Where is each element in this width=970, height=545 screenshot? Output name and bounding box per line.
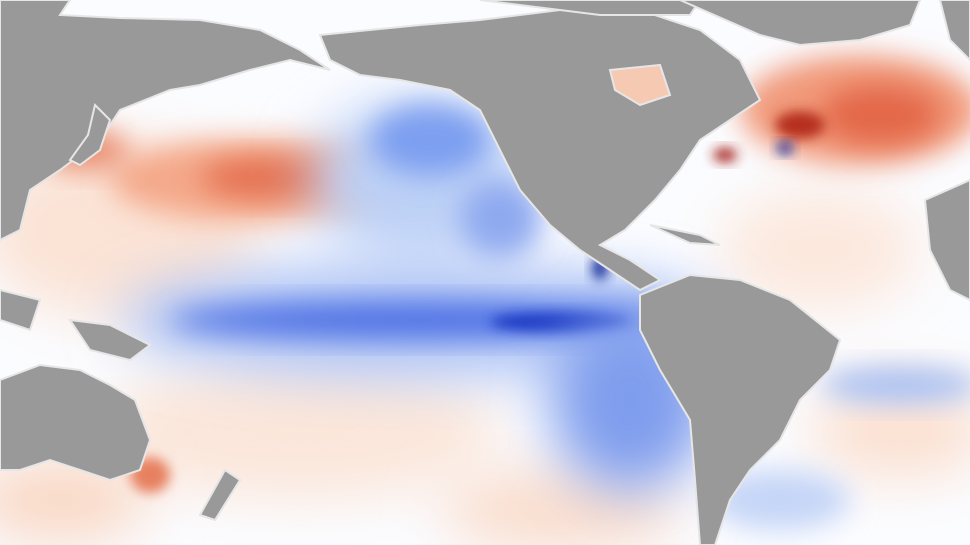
warm-anomaly: [775, 111, 825, 139]
cool-anomaly: [777, 142, 793, 154]
cool-anomaly: [460, 180, 540, 260]
south-america: [639, 273, 842, 545]
arctic-islands: [479, 0, 702, 16]
africa: [923, 178, 970, 302]
hudson-bay: [608, 63, 672, 107]
warm-anomaly: [100, 360, 500, 500]
new-zealand: [198, 468, 242, 522]
borneo: [0, 288, 42, 332]
warm-anomaly: [713, 148, 737, 162]
warm-anomaly: [820, 85, 940, 145]
cool-anomaly: [820, 367, 970, 403]
japan: [68, 103, 112, 167]
warm-anomaly: [810, 380, 970, 480]
europe: [938, 0, 970, 62]
cool-anomaly: [370, 105, 490, 175]
asia: [0, 0, 331, 242]
warm-anomaly: [200, 158, 340, 198]
cuba: [649, 224, 721, 246]
australia: [0, 363, 152, 482]
new-guinea: [67, 318, 152, 362]
cool-anomaly: [710, 470, 850, 530]
greenland: [679, 0, 922, 47]
warm-anomaly: [720, 190, 920, 310]
anomaly-field: [0, 55, 970, 545]
